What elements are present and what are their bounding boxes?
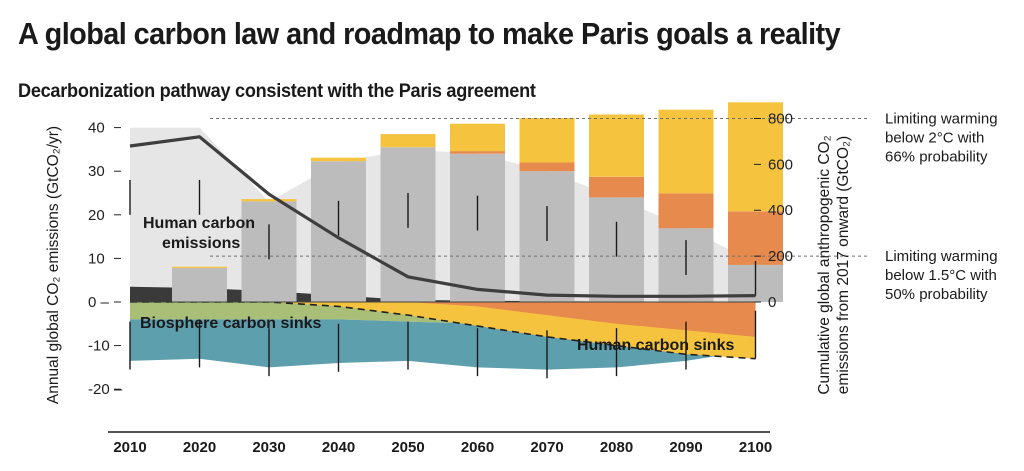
left-tick-label-0: 0 – (88, 294, 110, 311)
right-axis-label-line2: emissions from 2017 onward (GtCO₂) (835, 136, 852, 394)
left-tick-label-40: 40 (88, 120, 105, 137)
right-tick-label-400: 400 (768, 202, 793, 219)
bar-2070-yellow (519, 118, 575, 163)
biosphere-sinks-label: Biosphere carbon sinks (140, 315, 321, 332)
reference-label-1-line2: below 1.5°C with (885, 267, 997, 284)
chart-title: A global carbon law and roadmap to make … (18, 16, 841, 51)
human-emissions-label-line1: Human carbon (143, 215, 255, 232)
bar-2090-yellow (658, 109, 714, 194)
bar-2050-yellow (380, 134, 436, 148)
left-axis-label: Annual global CO₂ emissions (GtCO₂/yr) (45, 126, 62, 404)
bar-2040-yellow (311, 157, 366, 162)
bar-2080-yellow (589, 114, 644, 177)
engineered-sink-area (130, 302, 756, 337)
right-tick-label-200: 200 (768, 248, 793, 265)
left-tick-label-10: 10 (88, 250, 105, 267)
bar-2020-gray (172, 268, 227, 302)
bar-2060-orange (450, 151, 505, 154)
x-tick-label-2010: 2010 (113, 439, 146, 456)
reference-label-0-line1: Limiting warming (885, 110, 998, 127)
left-tick-label--20: -20 – (88, 381, 123, 398)
human-sinks-label: Human carbon sinks (577, 337, 734, 354)
right-tick-label-0: 0 (768, 294, 776, 311)
reference-label-1-line1: Limiting warming (885, 248, 998, 265)
x-tick-label-2020: 2020 (183, 439, 216, 456)
x-tick-label-2090: 2090 (669, 439, 702, 456)
cumulative-emissions-line (129, 135, 756, 298)
x-tick-label-2030: 2030 (252, 439, 285, 456)
bar-2090-orange (658, 193, 714, 229)
right-tick-label-800: 800 (768, 110, 793, 127)
right-axis-label-line1: Cumulative global anthropogenic CO₂ (816, 135, 833, 394)
bar-2020-yellow (172, 266, 227, 268)
right-tick-label-600: 600 (768, 156, 793, 173)
human-sink-dashed-line (130, 301, 756, 360)
reference-label-0-line2: below 2°C with (885, 129, 984, 146)
human-emissions-label-line2: emissions (162, 235, 240, 252)
x-tick-label-2060: 2060 (461, 439, 494, 456)
x-tick-label-2070: 2070 (530, 439, 563, 456)
bar-2030-yellow (241, 199, 297, 202)
left-tick-label--10: -10 (88, 338, 110, 355)
bar-2060-yellow (450, 123, 505, 152)
x-tick-label-2100: 2100 (739, 439, 772, 456)
left-tick-label-20: 20 (88, 207, 105, 224)
reference-label-1-line3: 50% probability (885, 286, 988, 303)
bar-2080-orange (589, 176, 644, 198)
left-tick-label-30: 30 (88, 163, 105, 180)
bar-2100-yellow (728, 102, 783, 212)
bar-2070-orange (519, 162, 575, 172)
x-tick-label-2050: 2050 (391, 439, 424, 456)
chart-subtitle: Decarbonization pathway consistent with … (18, 80, 536, 102)
x-tick-label-2080: 2080 (600, 439, 633, 456)
reference-label-0-line3: 66% probability (885, 148, 988, 165)
x-tick-label-2040: 2040 (322, 439, 355, 456)
